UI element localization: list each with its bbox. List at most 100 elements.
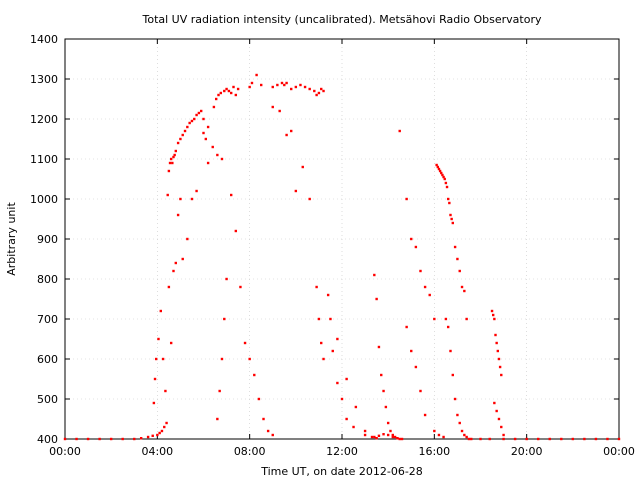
- data-point: [195, 189, 198, 193]
- data-point: [560, 437, 563, 441]
- data-point: [176, 213, 180, 217]
- data-point: [389, 429, 392, 433]
- data-point: [354, 405, 358, 409]
- data-point: [63, 437, 67, 441]
- data-point: [109, 437, 113, 441]
- data-point: [331, 349, 334, 353]
- data-point: [161, 357, 165, 361]
- data-point: [320, 341, 323, 345]
- data-point: [377, 434, 381, 437]
- y-tick-label: 1000: [30, 193, 58, 206]
- data-point: [212, 105, 216, 109]
- data-point: [423, 285, 427, 289]
- data-point: [303, 85, 307, 89]
- data-point: [294, 189, 298, 193]
- data-point: [322, 357, 325, 361]
- data-point: [234, 93, 238, 97]
- data-point: [479, 437, 482, 441]
- x-tick-label: 08:00: [234, 445, 266, 458]
- data-point: [243, 341, 247, 345]
- data-point: [151, 434, 154, 437]
- data-point: [174, 149, 177, 153]
- data-point: [216, 417, 219, 421]
- data-point: [340, 397, 344, 401]
- data-point: [283, 83, 286, 87]
- y-tick-label: 500: [37, 393, 58, 406]
- data-point: [363, 433, 367, 437]
- data-point: [317, 317, 321, 321]
- data-point: [502, 437, 505, 441]
- data-point: [391, 433, 394, 437]
- data-point: [594, 437, 598, 441]
- data-point: [202, 117, 205, 121]
- y-tick-label: 600: [37, 353, 58, 366]
- data-point: [223, 317, 226, 321]
- data-point: [513, 437, 517, 441]
- data-point: [315, 285, 318, 289]
- data-point: [206, 161, 210, 165]
- data-points: [63, 73, 621, 441]
- data-point: [186, 237, 189, 241]
- data-point: [433, 317, 436, 321]
- data-point: [345, 377, 348, 381]
- data-point: [176, 141, 180, 145]
- data-point: [488, 437, 491, 441]
- data-point: [405, 197, 408, 201]
- data-point: [451, 373, 454, 377]
- data-point: [380, 373, 383, 377]
- data-point: [423, 413, 427, 417]
- data-point: [453, 397, 457, 401]
- y-tick-label: 700: [37, 313, 58, 326]
- data-point: [414, 365, 418, 369]
- data-point: [442, 435, 445, 439]
- data-point: [250, 81, 254, 85]
- data-point: [168, 161, 172, 165]
- data-point: [197, 111, 201, 115]
- data-point: [308, 197, 311, 201]
- data-point: [336, 381, 339, 385]
- data-point: [166, 193, 169, 197]
- data-point: [158, 431, 161, 435]
- x-tick-label: 00:00: [603, 445, 635, 458]
- data-point: [156, 433, 159, 437]
- data-point: [230, 91, 233, 95]
- chart-title: Total UV radiation intensity (uncalibrat…: [142, 13, 542, 26]
- data-point: [218, 389, 221, 393]
- data-point: [146, 435, 150, 439]
- data-point: [190, 197, 194, 201]
- data-point: [502, 433, 505, 437]
- y-tick-label: 400: [37, 433, 58, 446]
- data-point: [398, 129, 401, 133]
- data-point: [373, 435, 376, 439]
- x-tick-label: 12:00: [326, 445, 358, 458]
- data-point: [315, 93, 318, 97]
- data-point: [440, 171, 443, 175]
- y-tick-labels: 400 500 600 700 800 900 1000 1100 1200 1300 1400: [30, 33, 58, 446]
- data-point: [206, 125, 210, 129]
- data-point: [172, 155, 175, 159]
- data-point: [169, 157, 173, 161]
- data-point: [525, 437, 528, 441]
- x-tick-label: 04:00: [141, 445, 173, 458]
- y-tick-label: 1100: [30, 153, 58, 166]
- data-point: [493, 401, 496, 405]
- data-point: [253, 373, 256, 377]
- data-point: [172, 269, 175, 273]
- data-point: [445, 185, 449, 189]
- data-point: [460, 429, 464, 433]
- y-tick-label: 1200: [30, 113, 58, 126]
- data-point: [448, 201, 451, 205]
- data-point: [617, 437, 621, 441]
- data-point: [419, 389, 422, 393]
- data-point: [414, 245, 418, 249]
- data-point: [443, 177, 446, 181]
- data-point: [98, 437, 101, 441]
- data-point: [271, 85, 274, 89]
- data-point: [171, 161, 174, 165]
- data-point: [398, 437, 401, 441]
- data-point: [179, 137, 182, 141]
- axis-ticks: [64, 38, 620, 440]
- data-point: [410, 349, 413, 353]
- data-point: [322, 89, 325, 93]
- x-tick-label: 00:00: [49, 445, 81, 458]
